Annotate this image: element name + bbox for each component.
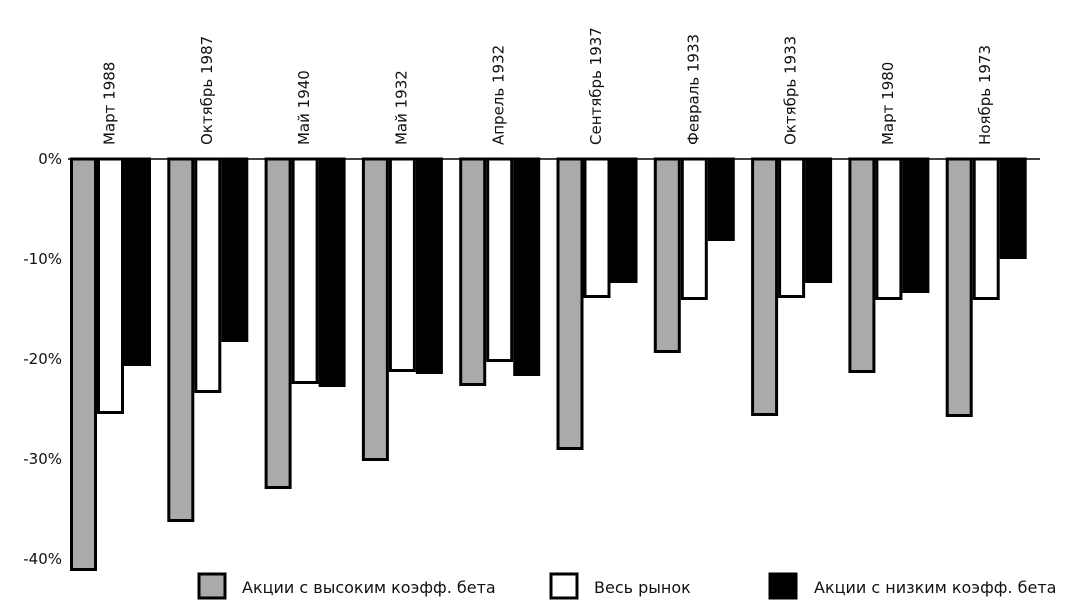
bar-group	[169, 159, 247, 521]
category-label: Май 1932	[392, 70, 410, 145]
bar-group	[655, 159, 733, 352]
category-labels: Март 1988 Октябрь 1987 Май 1940 Май 1932 Апр…	[101, 27, 995, 145]
bar-group	[266, 159, 344, 488]
y-tick-label: -20%	[23, 350, 62, 368]
y-axis-ticks: 0% -10% -20% -30% -40%	[23, 150, 62, 568]
bar	[612, 159, 636, 282]
bar	[904, 159, 928, 292]
legend-swatch	[199, 574, 225, 598]
bar	[947, 159, 971, 416]
category-label: Февраль 1933	[684, 34, 702, 145]
bar	[169, 159, 193, 521]
bar	[99, 159, 123, 413]
bar	[709, 159, 733, 240]
bar	[655, 159, 679, 352]
bar-group	[363, 159, 441, 460]
bar-group	[753, 159, 831, 415]
legend-item: Весь рынок	[551, 574, 691, 598]
y-tick-label: -30%	[23, 450, 62, 468]
bar	[850, 159, 874, 372]
category-label: Ноябрь 1973	[976, 45, 994, 145]
legend-item: Акции с низким коэфф. бета	[770, 574, 1056, 598]
category-label: Май 1940	[295, 70, 313, 145]
legend-swatch	[770, 574, 796, 598]
category-label: Октябрь 1933	[782, 36, 800, 145]
y-tick-label: -10%	[23, 250, 62, 268]
category-label: Апрель 1932	[490, 45, 508, 145]
bar-group	[558, 159, 636, 449]
bar-group	[72, 159, 150, 570]
category-label: Март 1988	[101, 62, 119, 145]
bar-group	[850, 159, 928, 372]
bars	[72, 159, 1026, 570]
legend: Акции с высоким коэфф. бета Весь рынок Акц…	[199, 574, 1056, 598]
category-label: Октябрь 1987	[198, 36, 216, 145]
bar	[320, 159, 344, 386]
category-label: Сентябрь 1937	[587, 27, 605, 145]
bar	[1001, 159, 1025, 258]
category-label: Март 1980	[879, 62, 897, 145]
bar	[974, 159, 998, 299]
legend-item: Акции с высоким коэфф. бета	[199, 574, 496, 598]
bar	[780, 159, 804, 297]
bar	[72, 159, 96, 570]
bar	[585, 159, 609, 297]
bar	[196, 159, 220, 392]
bar	[877, 159, 901, 299]
bar	[266, 159, 290, 488]
bar	[515, 159, 539, 375]
legend-swatch	[551, 574, 577, 598]
bar	[682, 159, 706, 299]
bar	[390, 159, 414, 371]
bar	[558, 159, 582, 449]
legend-label: Акции с низким коэфф. бета	[814, 578, 1056, 597]
bar	[753, 159, 777, 415]
legend-label: Весь рынок	[594, 578, 691, 597]
y-tick-label: -40%	[23, 550, 62, 568]
bar	[223, 159, 247, 341]
bar	[126, 159, 150, 365]
bar	[363, 159, 387, 460]
y-tick-label: 0%	[38, 150, 62, 168]
bar	[293, 159, 317, 383]
bar	[461, 159, 485, 385]
bar-group	[461, 159, 539, 385]
legend-label: Акции с высоким коэфф. бета	[242, 578, 496, 597]
bar	[488, 159, 512, 361]
bar	[417, 159, 441, 373]
bar-group	[947, 159, 1025, 416]
bar	[807, 159, 831, 282]
